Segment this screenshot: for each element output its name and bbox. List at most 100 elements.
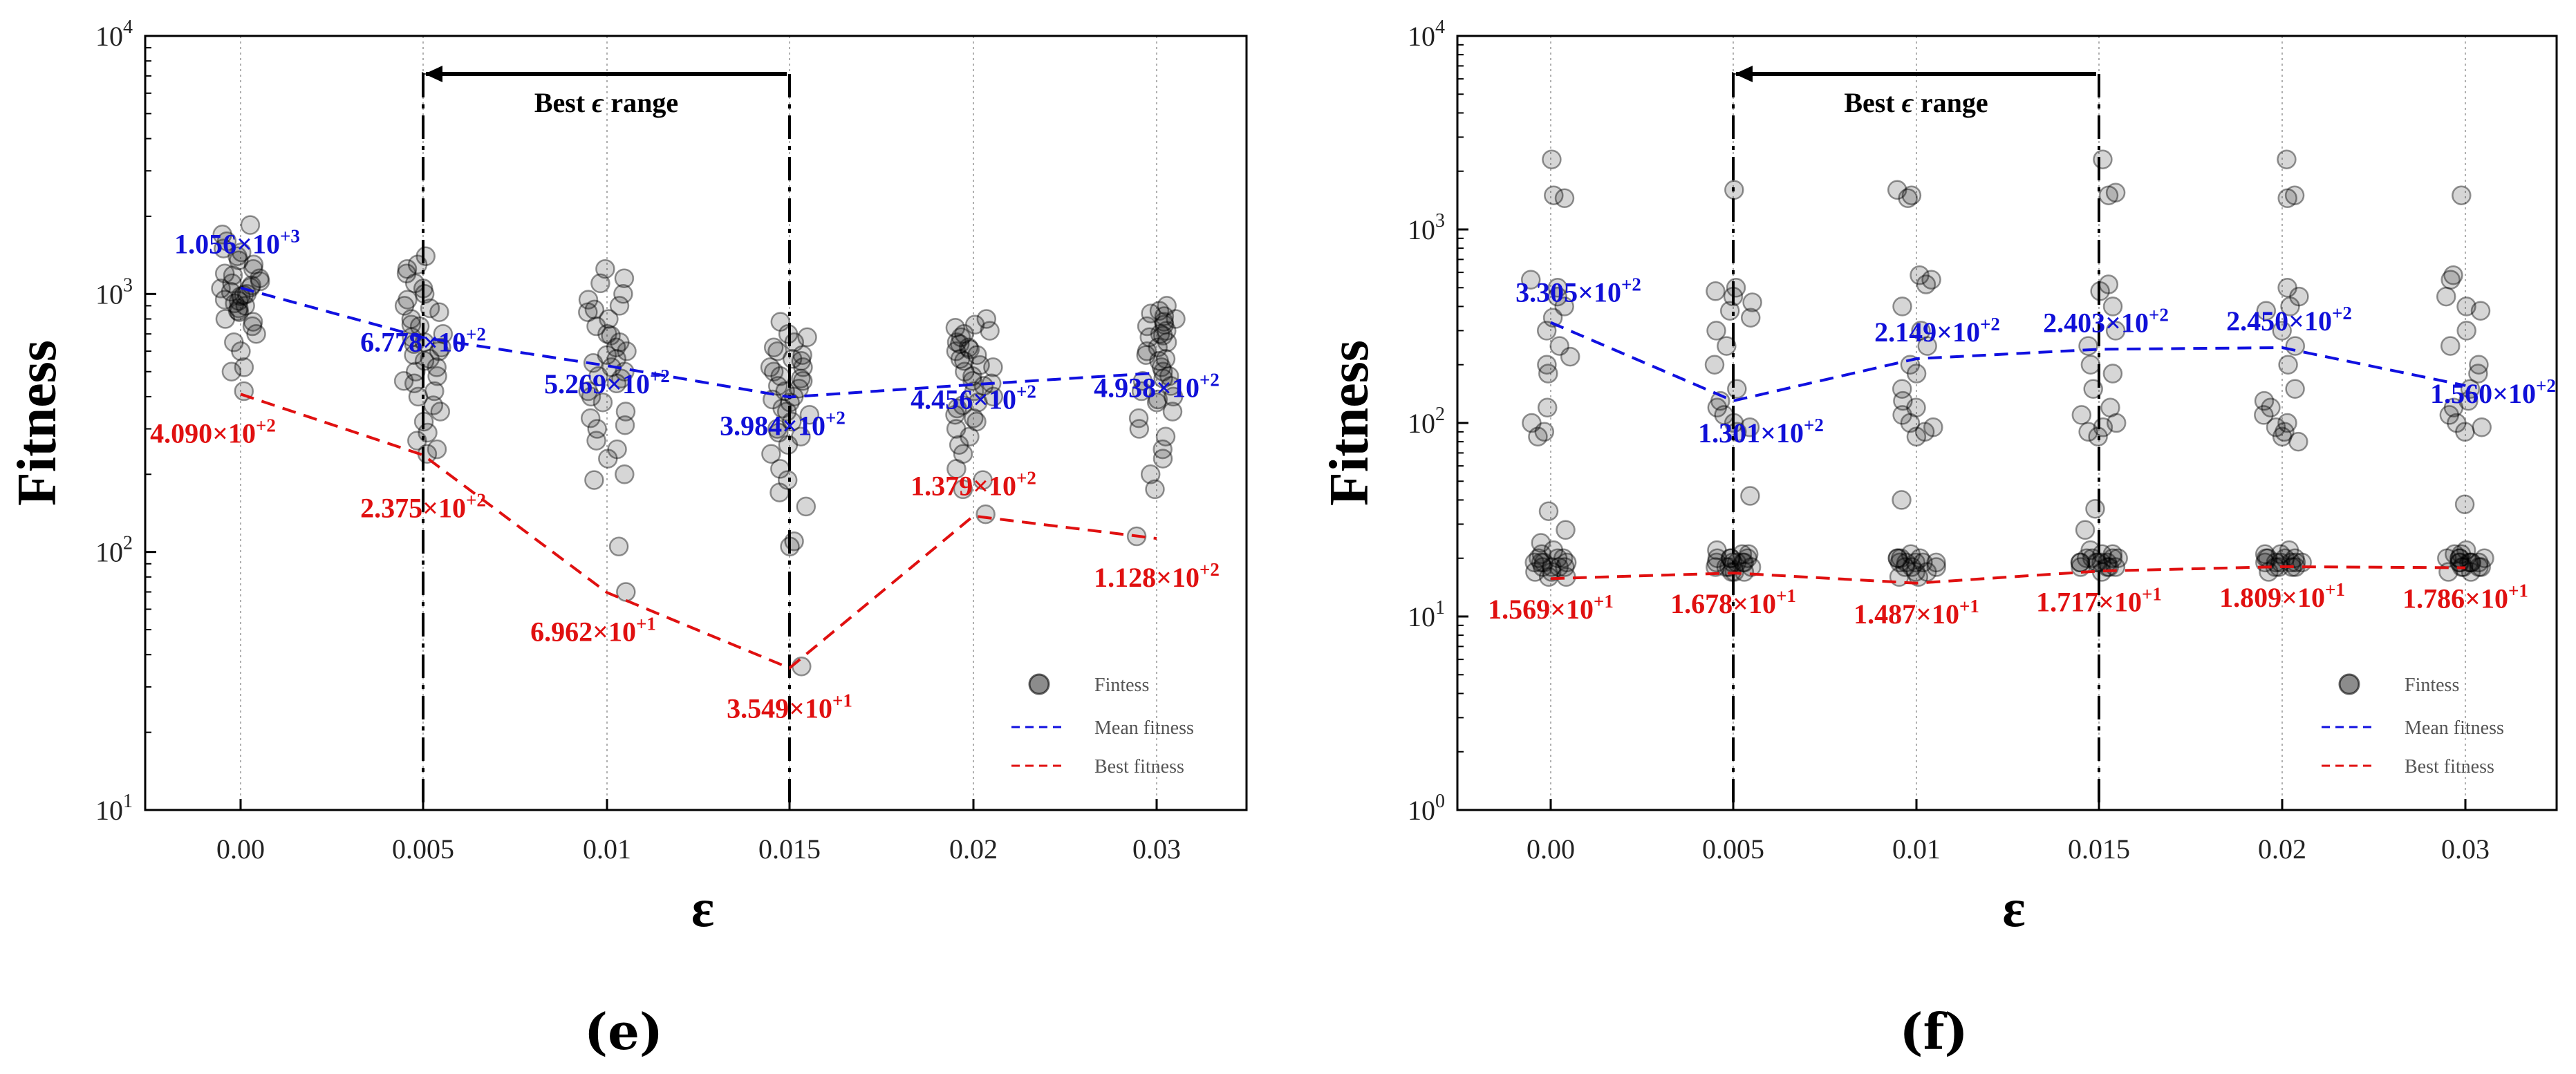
mean-fitness-label-4-exp: +2: [1016, 381, 1036, 402]
fitness-point-3-0: [770, 312, 791, 332]
best-range-label-suffix: range: [1914, 87, 1988, 118]
fitness-point-0-14: [1522, 413, 1542, 433]
fitness-point-0-27: [1533, 557, 1553, 577]
fitness-point-2-21: [1891, 548, 1911, 568]
fitness-point-5-11: [2458, 390, 2479, 411]
best-fitness-label-3-exp: +1: [832, 690, 852, 711]
fitness-point-1-26: [1722, 552, 1743, 573]
fitness-point-5-2: [2440, 270, 2461, 290]
fitness-point-3-2: [784, 332, 805, 352]
fitness-point-4-20: [2255, 544, 2275, 565]
mean-fitness-label-5: 4.938×10+2: [1094, 370, 1220, 404]
mean-fitness-label-0-exp: +3: [280, 225, 300, 246]
fitness-point-1-26: [407, 431, 427, 451]
fitness-point-1-4: [1742, 292, 1762, 312]
fitness-point-4-6: [2256, 301, 2277, 321]
fitness-point-2-14: [1892, 405, 1912, 425]
fitness-point-0-35: [243, 312, 263, 332]
fitness-point-5-15: [2472, 417, 2492, 437]
fitness-point-2-18: [606, 373, 627, 394]
best-fitness-label-0: 4.090×10+2: [150, 415, 276, 449]
fitness-point-3-4: [2090, 281, 2110, 301]
fitness-point-4-14: [2277, 413, 2297, 433]
x-axis-label: ε: [2002, 878, 2025, 938]
best-fitness-label-3: 3.549×10+1: [727, 690, 852, 724]
mean-fitness-label-0-mantissa: 1.056×10: [174, 228, 280, 259]
fitness-point-3-29: [778, 323, 799, 344]
mean-fitness-line: [240, 286, 1157, 399]
fitness-point-3-28: [792, 657, 812, 677]
fitness-point-1-13: [1714, 405, 1734, 425]
best-fitness-label-2: 1.487×10+1: [1854, 596, 1979, 630]
mean-fitness-label-1-mantissa: 1.301×10: [1698, 417, 1804, 449]
x-tick-label-1: 0.005: [1702, 833, 1764, 865]
fitness-point-3-3: [2098, 274, 2119, 294]
fitness-point-0-6: [1554, 296, 1574, 317]
fitness-point-5-32: [1152, 326, 1173, 346]
fitness-point-0-9: [1549, 336, 1569, 356]
fitness-point-5-16: [1159, 366, 1179, 386]
fitness-point-5-4: [1154, 312, 1174, 332]
fitness-point-0-33: [228, 291, 249, 311]
fitness-point-3-8: [763, 361, 784, 381]
y-tick-exp-0: 1: [123, 791, 133, 812]
fitness-point-3-22: [770, 459, 790, 479]
fitness-point-2-4: [609, 296, 630, 316]
fitness-point-1-8: [1717, 336, 1737, 356]
fitness-point-0-36: [1531, 544, 1552, 565]
fitness-point-1-19: [1738, 544, 1759, 565]
x-axis-label: ε: [691, 878, 714, 938]
fitness-point-5-12: [2443, 397, 2464, 418]
fitness-point-3-15: [772, 398, 792, 419]
fitness-point-0-14: [214, 290, 235, 310]
fitness-point-3-1: [2105, 182, 2126, 202]
fitness-point-4-24: [953, 444, 973, 464]
fitness-point-0-28: [1549, 557, 1569, 577]
fitness-point-5-9: [2468, 364, 2488, 384]
x-tick-label-2: 0.01: [1892, 833, 1941, 865]
mean-fitness-label-1: 1.301×10+2: [1698, 415, 1824, 449]
best-fitness-label-5: 1.786×10+1: [2402, 580, 2528, 614]
fitness-point-2-9: [610, 332, 630, 352]
fitness-point-2-15: [1900, 413, 1921, 433]
fitness-point-3-31: [789, 378, 809, 399]
fitness-point-5-3: [1166, 309, 1186, 329]
fitness-point-4-9: [2278, 355, 2298, 375]
y-tick-base-2: 10: [95, 279, 123, 310]
fitness-point-1-2: [1706, 281, 1726, 301]
fitness-point-2-32: [584, 299, 605, 320]
fitness-point-4-14: [973, 376, 994, 396]
fitness-point-3-10: [792, 370, 813, 391]
best-fitness-label-5-mantissa: 1.128×10: [1094, 562, 1200, 593]
mean-fitness-label-3: 3.984×10+2: [720, 408, 846, 442]
fitness-point-3-22: [2102, 548, 2123, 568]
fitness-point-5-25: [1155, 426, 1176, 446]
mean-fitness-label-0: 3.305×10+2: [1515, 274, 1641, 308]
fitness-point-4-18: [947, 398, 967, 419]
fitness-point-5-8: [1139, 327, 1159, 348]
fitness-point-0-10: [211, 279, 231, 299]
x-tick-label-4: 0.02: [949, 833, 998, 865]
fitness-point-5-2: [1154, 306, 1175, 326]
best-fitness-label-3: 1.717×10+1: [2036, 583, 2162, 617]
fitness-point-0-4: [1547, 278, 1568, 298]
fitness-point-3-26: [2070, 552, 2091, 573]
fitness-point-2-13: [1906, 397, 1926, 418]
y-tick-exp-4: 4: [1435, 17, 1445, 38]
fitness-point-3-20: [2092, 544, 2112, 565]
fitness-point-3-4: [767, 341, 787, 361]
y-tick-label-0: 100: [1408, 791, 1445, 826]
fitness-point-5-24: [2469, 552, 2489, 573]
mean-fitness-label-5-mantissa: 4.938×10: [1094, 373, 1200, 404]
fitness-point-2-33: [1908, 567, 1929, 587]
fitness-point-2-32: [1917, 562, 1937, 582]
fitness-point-4-28: [976, 504, 996, 525]
fitness-point-1-25: [1734, 552, 1755, 573]
fitness-point-2-3: [1910, 265, 1930, 285]
fitness-point-0-29: [223, 265, 243, 285]
y-tick-base-1: 10: [1408, 601, 1435, 632]
fitness-point-5-17: [1132, 370, 1153, 391]
fitness-point-1-19: [404, 373, 424, 394]
best-fitness-label-0: 1.569×10+1: [1488, 591, 1614, 625]
fitness-point-2-6: [599, 309, 619, 329]
